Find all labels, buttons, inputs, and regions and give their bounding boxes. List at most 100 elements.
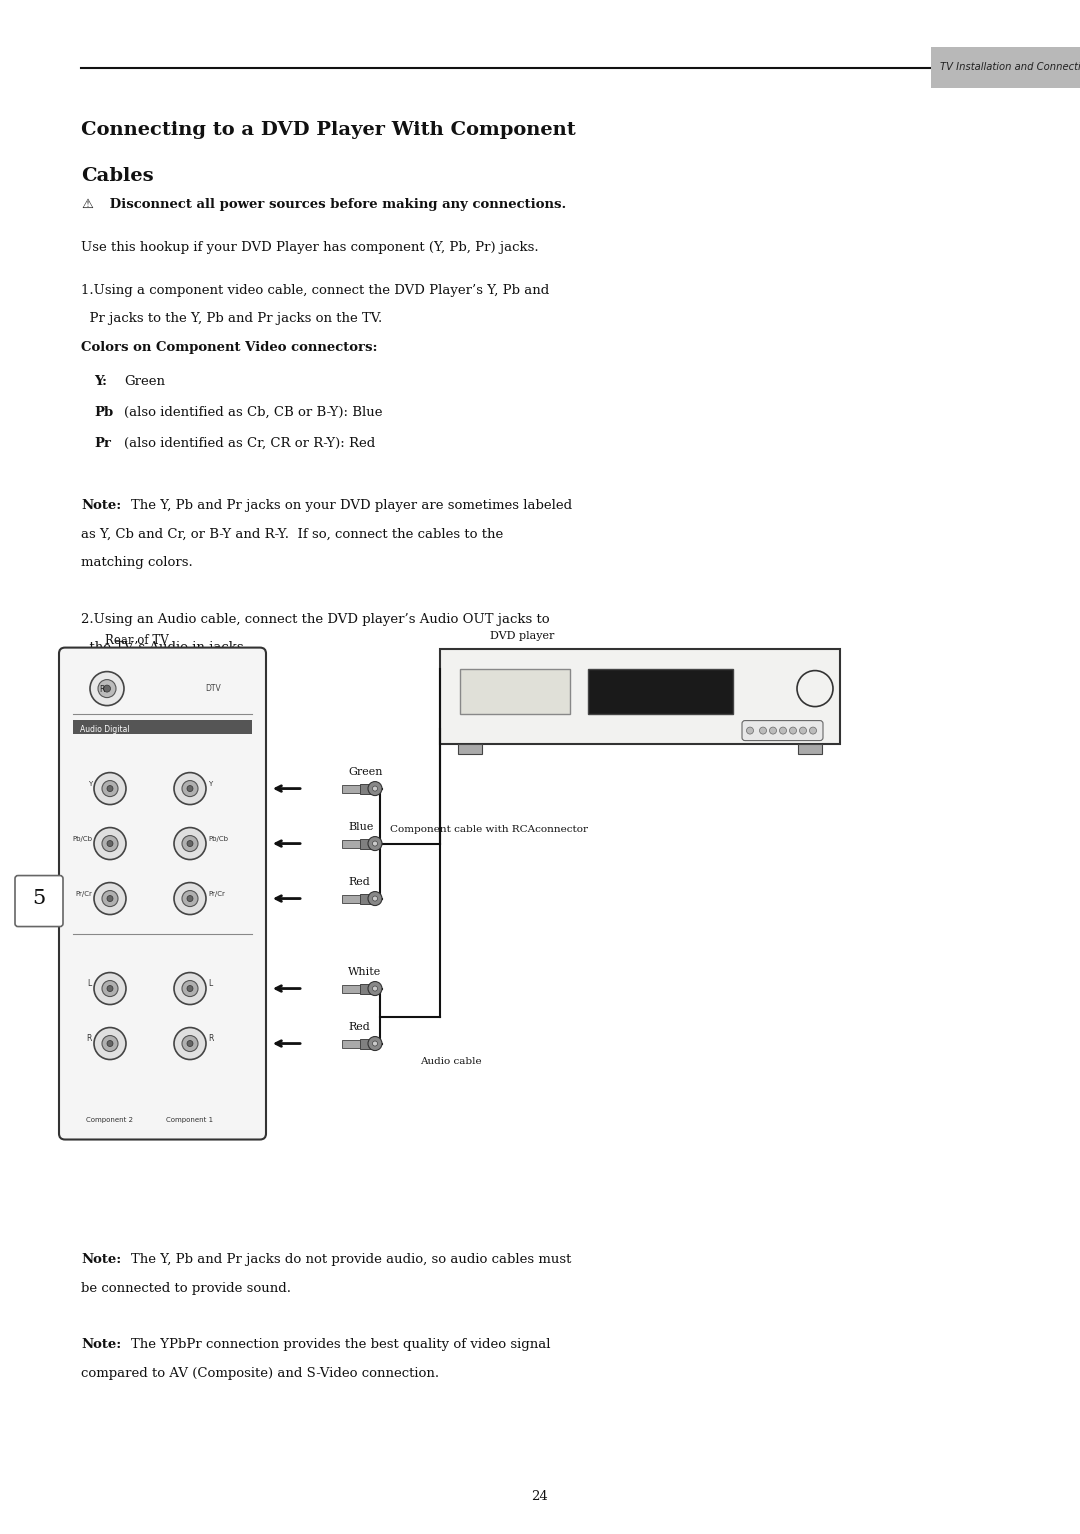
Text: Rear of TV: Rear of TV <box>105 634 168 647</box>
Circle shape <box>373 986 378 991</box>
Circle shape <box>368 982 382 996</box>
Text: The YPbPr connection provides the best quality of video signal: The YPbPr connection provides the best q… <box>131 1338 550 1351</box>
Text: L: L <box>87 979 92 988</box>
Text: 1.Using a component video cable, connect the DVD Player’s Y, Pb and: 1.Using a component video cable, connect… <box>81 284 550 296</box>
Circle shape <box>789 727 797 735</box>
Circle shape <box>373 1042 378 1046</box>
Text: 24: 24 <box>531 1491 549 1503</box>
Circle shape <box>174 882 206 914</box>
Text: The Y, Pb and Pr jacks on your DVD player are sometimes labeled: The Y, Pb and Pr jacks on your DVD playe… <box>131 500 571 512</box>
Bar <box>360 893 374 904</box>
Text: Pr/Cr: Pr/Cr <box>76 891 92 896</box>
Text: DVD player: DVD player <box>490 630 554 641</box>
Text: Component cable with RCAconnector: Component cable with RCAconnector <box>390 825 588 833</box>
Circle shape <box>183 781 198 796</box>
Text: 2.Using an Audio cable, connect the DVD player’s Audio OUT jacks to: 2.Using an Audio cable, connect the DVD … <box>81 614 550 626</box>
Text: L: L <box>208 979 213 988</box>
Text: ⚠: ⚠ <box>81 198 93 210</box>
Circle shape <box>187 985 193 991</box>
Bar <box>798 744 822 753</box>
Text: Note:: Note: <box>81 1253 121 1266</box>
Text: be connected to provide sound.: be connected to provide sound. <box>81 1282 291 1295</box>
Text: Green: Green <box>124 374 165 388</box>
Circle shape <box>102 836 118 851</box>
Circle shape <box>373 785 378 792</box>
FancyBboxPatch shape <box>15 876 63 927</box>
Bar <box>460 669 570 713</box>
Text: compared to AV (Composite) and S-Video connection.: compared to AV (Composite) and S-Video c… <box>81 1367 440 1379</box>
Text: R: R <box>86 1034 92 1043</box>
Text: Y: Y <box>87 781 92 787</box>
Text: Pb/Cb: Pb/Cb <box>72 836 92 842</box>
Text: Blue: Blue <box>348 822 374 831</box>
Circle shape <box>174 773 206 804</box>
Circle shape <box>810 727 816 735</box>
Text: Pr: Pr <box>94 437 111 449</box>
Bar <box>931 46 1080 87</box>
Bar <box>360 839 374 848</box>
Circle shape <box>368 1037 382 1051</box>
Circle shape <box>183 836 198 851</box>
Text: Pb/Cb: Pb/Cb <box>208 836 228 842</box>
Circle shape <box>107 1040 113 1046</box>
Text: Component 1: Component 1 <box>166 1117 214 1123</box>
Circle shape <box>94 773 126 804</box>
Circle shape <box>780 727 786 735</box>
Circle shape <box>183 980 198 997</box>
Circle shape <box>368 782 382 796</box>
Text: Colors on Component Video connectors:: Colors on Component Video connectors: <box>81 341 378 353</box>
Text: 5: 5 <box>32 890 45 908</box>
Text: Use this hookup if your DVD Player has component (Y, Pb, Pr) jacks.: Use this hookup if your DVD Player has c… <box>81 241 539 253</box>
Circle shape <box>746 727 754 735</box>
Circle shape <box>799 727 807 735</box>
FancyBboxPatch shape <box>59 647 266 1140</box>
Circle shape <box>368 891 382 905</box>
Text: Component 2: Component 2 <box>86 1117 134 1123</box>
Circle shape <box>102 891 118 907</box>
Circle shape <box>187 785 193 792</box>
Text: the TV’s Audio in jacks.: the TV’s Audio in jacks. <box>81 641 248 655</box>
Circle shape <box>107 985 113 991</box>
Bar <box>588 669 733 713</box>
Bar <box>342 839 360 848</box>
Bar <box>342 1040 360 1048</box>
Circle shape <box>102 1035 118 1051</box>
Bar <box>342 985 360 992</box>
Text: Note:: Note: <box>81 500 121 512</box>
Circle shape <box>183 1035 198 1051</box>
Bar <box>360 1039 374 1049</box>
Text: Connecting to a DVD Player With Component: Connecting to a DVD Player With Componen… <box>81 121 576 140</box>
Text: Y: Y <box>208 781 213 787</box>
Circle shape <box>94 973 126 1005</box>
Circle shape <box>107 785 113 792</box>
Circle shape <box>187 896 193 902</box>
Circle shape <box>174 1028 206 1060</box>
Bar <box>360 983 374 994</box>
Text: matching colors.: matching colors. <box>81 557 192 569</box>
Bar <box>342 894 360 902</box>
Text: (also identified as Cr, CR or R-Y): Red: (also identified as Cr, CR or R-Y): Red <box>124 437 376 449</box>
Bar <box>440 649 840 744</box>
Circle shape <box>94 827 126 859</box>
Text: Cables: Cables <box>81 167 153 186</box>
Circle shape <box>94 1028 126 1060</box>
Circle shape <box>90 672 124 706</box>
Text: as Y, Cb and Cr, or B-Y and R-Y.  If so, connect the cables to the: as Y, Cb and Cr, or B-Y and R-Y. If so, … <box>81 528 503 542</box>
Circle shape <box>107 896 113 902</box>
Text: R: R <box>208 1034 214 1043</box>
Text: Red: Red <box>348 1022 369 1031</box>
Text: Y:: Y: <box>94 374 107 388</box>
Text: Green: Green <box>348 767 382 776</box>
Text: Red: Red <box>348 876 369 887</box>
Text: Audio Digital: Audio Digital <box>80 724 130 733</box>
Circle shape <box>174 973 206 1005</box>
Circle shape <box>94 882 126 914</box>
Text: TV Installation and Connection Guide: TV Installation and Connection Guide <box>940 61 1080 72</box>
Circle shape <box>174 827 206 859</box>
Bar <box>342 784 360 793</box>
Bar <box>360 784 374 793</box>
FancyBboxPatch shape <box>742 721 823 741</box>
Circle shape <box>102 980 118 997</box>
Circle shape <box>104 686 110 692</box>
Circle shape <box>373 896 378 900</box>
